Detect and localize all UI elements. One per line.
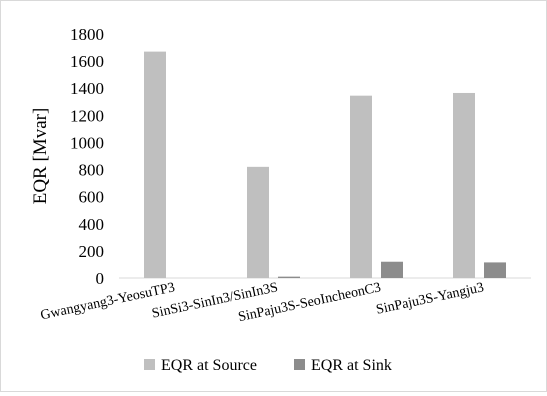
y-tick-label: 1600 <box>70 52 104 71</box>
y-tick-label: 1000 <box>70 133 104 152</box>
y-axis-ticks: 0 200 400 600 800 1000 1200 1400 1600 1800 <box>70 25 104 288</box>
y-tick-label: 0 <box>96 269 105 288</box>
bar-source-3 <box>453 92 475 278</box>
legend: EQR at Source EQR at Sink <box>144 357 392 374</box>
y-axis-label: EQR [Mvar] <box>30 108 51 205</box>
legend-label-0: EQR at Source <box>161 357 257 374</box>
legend-swatch-1 <box>294 359 305 370</box>
y-tick-label: 800 <box>79 161 105 180</box>
bar-source-1 <box>247 166 269 278</box>
y-tick-label: 1800 <box>70 25 104 44</box>
legend-swatch-0 <box>144 359 155 370</box>
legend-label-1: EQR at Sink <box>311 357 392 374</box>
y-tick-label: 1400 <box>70 79 104 98</box>
bar-source-0 <box>144 51 166 278</box>
y-tick-label: 400 <box>79 215 105 234</box>
x-tick-label: SinPaju3S-Yangju3 <box>375 280 486 318</box>
bar-sink-2 <box>381 261 403 278</box>
y-tick-label: 1200 <box>70 106 104 125</box>
bars <box>144 51 506 278</box>
y-tick-label: 600 <box>79 188 105 207</box>
bar-source-2 <box>350 95 372 278</box>
y-tick-label: 200 <box>79 242 105 261</box>
bar-sink-3 <box>484 262 506 278</box>
x-axis-ticks: Gwangyang3-YeosuTP3SinSi3-SinIn3/SinIn3S… <box>39 280 485 325</box>
bar-sink-1 <box>278 276 300 278</box>
